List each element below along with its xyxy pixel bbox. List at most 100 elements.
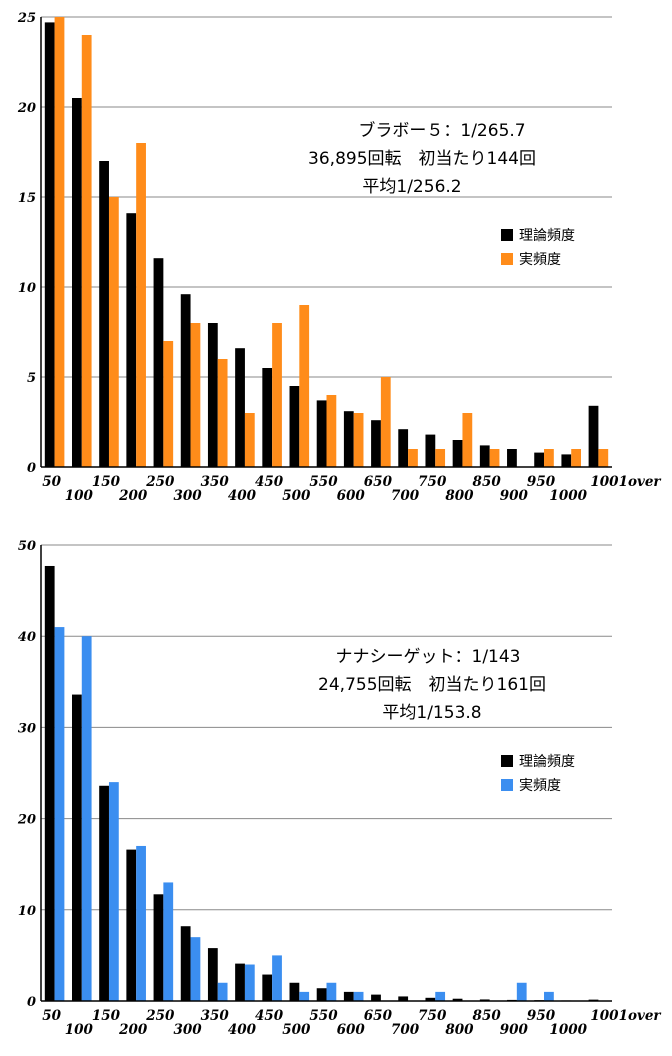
x-tick-label: 700 — [391, 1022, 420, 1038]
x-tick-label: 550 — [309, 474, 338, 490]
y-tick-label: 0 — [27, 461, 36, 476]
x-tick-label: 550 — [309, 1008, 338, 1024]
bar-actual-150 — [108, 197, 119, 467]
x-tick-labels: 5010015020025030035040045050055060065070… — [42, 1008, 661, 1038]
bar-theory-150 — [99, 161, 109, 467]
x-tick-label: 350 — [201, 1008, 230, 1024]
legend-label-theory: 理論頻度 — [519, 754, 575, 770]
annotation: ナナシーゲット：1/143 24,755回転 初当たり161回 平均1/153.… — [318, 647, 546, 723]
bars — [44, 565, 599, 1001]
bar-theory-850 — [479, 445, 490, 467]
bar-theory-750 — [425, 997, 436, 1001]
bar-actual-500 — [299, 305, 310, 467]
x-tick-label: 750 — [418, 1008, 447, 1024]
x-tick-label: 300 — [173, 488, 202, 504]
bar-theory-400 — [235, 963, 245, 1001]
annotation-line-3: 平均1/153.8 — [382, 703, 481, 723]
x-tick-label: 850 — [473, 474, 502, 490]
gridlines — [41, 544, 612, 911]
bar-theory-200 — [126, 849, 137, 1001]
bar-theory-800 — [452, 440, 463, 467]
annotation-line-3: 平均1/256.2 — [362, 177, 461, 197]
bar-actual-500 — [299, 991, 310, 1001]
bar-theory-800 — [452, 998, 463, 1001]
x-tick-label: 900 — [500, 488, 529, 504]
y-tick-label: 10 — [18, 904, 36, 919]
bar-actual-200 — [136, 143, 146, 467]
bar-actual-700 — [408, 449, 418, 467]
y-tick-label: 40 — [18, 630, 36, 645]
x-tick-label: 450 — [255, 1008, 284, 1024]
bar-actual-900 — [516, 982, 527, 1001]
bar-actual-550 — [326, 395, 337, 467]
bar-actual-1001over — [598, 449, 609, 467]
bar-actual-1000 — [571, 449, 582, 467]
y-tick-label: 10 — [18, 281, 36, 296]
annotation-line-1: ナナシーゲット：1/143 — [336, 647, 521, 667]
bar-actual-600 — [353, 991, 364, 1001]
x-tick-label: 850 — [473, 1008, 502, 1024]
bar-theory-100 — [71, 694, 82, 1001]
bar-theory-250 — [153, 894, 164, 1001]
x-tick-label: 150 — [92, 474, 121, 490]
bar-actual-400 — [244, 964, 255, 1001]
legend-label-theory: 理論頻度 — [519, 228, 575, 244]
bar-actual-800 — [462, 413, 473, 467]
bar-actual-300 — [190, 937, 201, 1001]
x-tick-label: 200 — [118, 1022, 148, 1038]
bar-theory-650 — [371, 420, 381, 467]
y-tick-labels: 0 10 20 30 40 50 — [17, 539, 36, 1010]
x-tick-label: 500 — [282, 488, 311, 504]
bar-theory-500 — [289, 386, 300, 467]
x-tick-label: 950 — [527, 1008, 556, 1024]
bar-theory-950 — [534, 452, 545, 467]
y-tick-label: 20 — [17, 813, 36, 828]
x-tick-label: 1001over — [590, 1008, 661, 1024]
bar-actual-250 — [163, 882, 174, 1001]
y-tick-label: 50 — [18, 539, 36, 554]
y-tick-label: 25 — [17, 11, 36, 26]
bar-theory-150 — [99, 785, 109, 1001]
bar-actual-200 — [136, 845, 146, 1001]
bar-theory-100 — [71, 98, 82, 467]
legend-label-actual: 実頻度 — [519, 778, 561, 794]
x-tick-label: 400 — [228, 1022, 257, 1038]
x-tick-label: 900 — [500, 1022, 529, 1038]
bar-actual-350 — [217, 982, 228, 1001]
bar-actual-850 — [489, 449, 500, 467]
bar-theory-350 — [207, 323, 218, 467]
x-tick-label: 250 — [145, 474, 175, 490]
bar-actual-350 — [217, 359, 228, 467]
y-tick-label: 0 — [27, 995, 36, 1010]
x-tick-label: 50 — [42, 1008, 61, 1024]
x-tick-label: 450 — [255, 474, 284, 490]
x-tick-label: 100 — [65, 1022, 94, 1038]
bar-theory-250 — [153, 258, 164, 467]
bar-theory-500 — [289, 982, 300, 1001]
axes — [40, 17, 612, 468]
legend-swatch-actual — [501, 779, 513, 791]
bar-theory-450 — [262, 974, 273, 1001]
bar-theory-50 — [44, 22, 55, 468]
bar-actual-750 — [435, 449, 446, 467]
bar-actual-50 — [54, 627, 65, 1001]
x-tick-label: 200 — [118, 488, 148, 504]
bar-actual-250 — [163, 341, 174, 467]
legend-label-actual: 実頻度 — [519, 252, 561, 268]
bar-theory-400 — [235, 348, 245, 467]
bar-theory-550 — [316, 988, 327, 1001]
bar-actual-750 — [435, 991, 446, 1001]
legend: 理論頻度 実頻度 — [501, 228, 575, 268]
bar-theory-350 — [207, 948, 218, 1001]
x-tick-label: 750 — [418, 474, 447, 490]
annotation-line-1: ブラボー５：1/265.7 — [358, 120, 525, 141]
bars — [44, 17, 609, 468]
bar-actual-450 — [272, 323, 282, 467]
y-tick-labels: 0 5 10 15 20 25 — [17, 11, 36, 476]
bar-theory-700 — [398, 996, 409, 1001]
x-tick-label: 600 — [337, 488, 366, 504]
axes — [40, 545, 612, 1002]
bar-theory-600 — [343, 991, 354, 1001]
y-tick-label: 20 — [17, 101, 36, 116]
legend-swatch-theory — [501, 229, 513, 241]
